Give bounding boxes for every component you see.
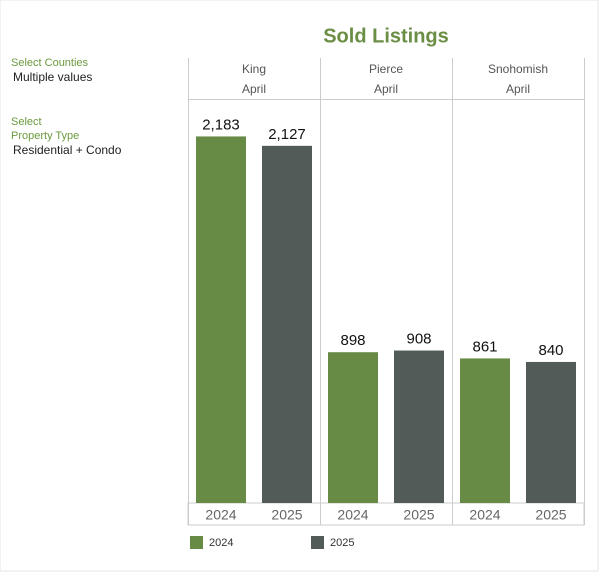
x-tick-label: 2025 [271,507,302,523]
bar [196,136,246,503]
panel-header: King [242,62,266,76]
data-label: 840 [538,342,563,359]
bar [460,358,510,503]
bar [262,145,312,503]
legend-label: 2024 [209,537,233,549]
bar [328,352,378,503]
legend-swatch [311,536,324,549]
x-tick-label: 2025 [403,507,434,523]
filter-label: Select [11,116,42,128]
x-tick-label: 2024 [469,507,500,523]
data-label: 2,183 [202,116,240,133]
legend-label: 2025 [330,537,354,549]
x-tick-label: 2024 [337,507,368,523]
filter-value: Multiple values [13,70,92,84]
legend-swatch [190,536,203,549]
filter-label: Select Counties [11,57,89,69]
panel-period: April [242,82,266,96]
chart-title: Sold Listings [323,25,449,47]
data-label: 908 [406,331,431,348]
panel-header: Snohomish [488,62,548,76]
filter-label: Property Type [11,130,79,142]
x-tick-label: 2025 [535,507,566,523]
x-tick-label: 2024 [205,507,236,523]
bar [394,350,444,503]
data-label: 898 [340,332,365,349]
panel-period: April [506,82,530,96]
bar [526,361,576,503]
data-label: 861 [472,338,497,355]
data-label: 2,127 [268,126,306,143]
panel-header: Pierce [369,62,403,76]
filter-value: Residential + Condo [13,143,122,157]
panel-period: April [374,82,398,96]
